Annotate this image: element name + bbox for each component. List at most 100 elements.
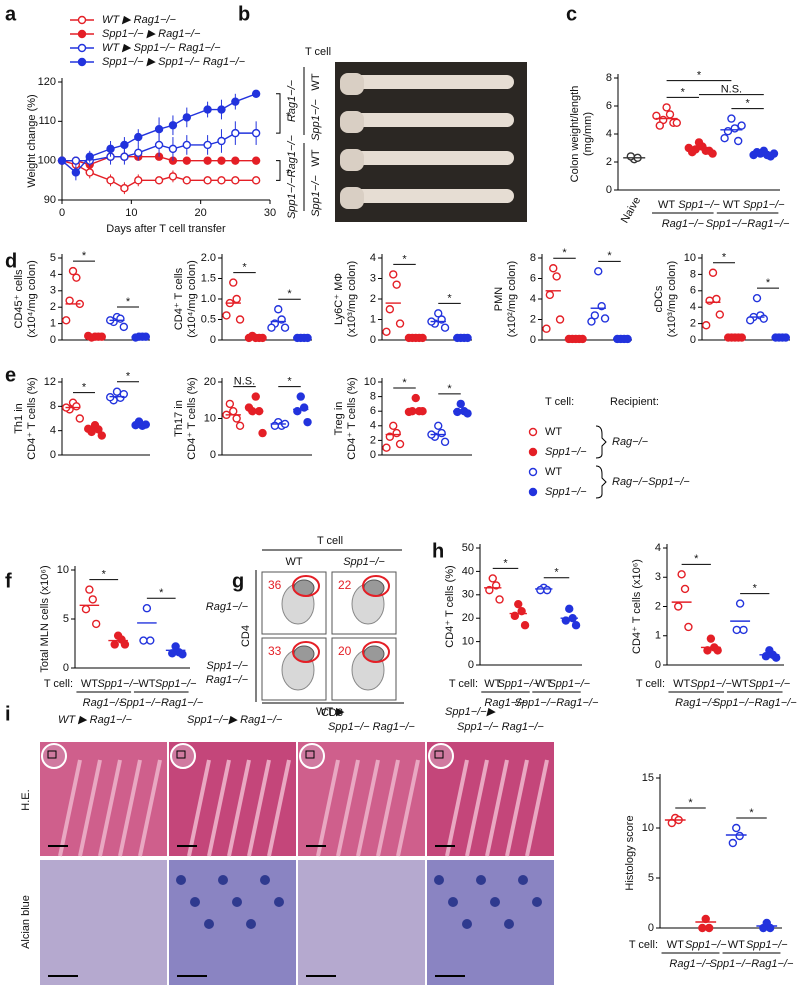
data-point — [552, 272, 561, 281]
y-tick-label: 2.0 — [201, 252, 216, 264]
legend-marker — [528, 427, 538, 437]
data-point — [626, 152, 635, 161]
data-point — [251, 128, 261, 138]
row-label: Rag1−/− — [206, 674, 249, 686]
row-label: T cell: — [44, 678, 73, 690]
x-tick-label: Spp1−/− — [548, 678, 590, 690]
data-point — [119, 322, 129, 332]
y-axis-label: Th1 in — [13, 403, 25, 434]
legend-label: Spp1−/− — [545, 486, 587, 498]
y-tick-label: 4 — [50, 268, 56, 280]
x-tick-label: Naive — [619, 195, 643, 225]
data-point — [91, 619, 101, 629]
y-tick-label: 20 — [462, 612, 474, 624]
goblet-cell — [232, 897, 242, 907]
y-tick-label: 0 — [370, 449, 376, 461]
x-group-label: Spp1−/−Rag1−/− — [119, 697, 203, 709]
data-point — [61, 316, 71, 325]
y-axis-label: CD4⁺ T cells — [173, 267, 185, 330]
data-point — [75, 414, 85, 423]
x-tick-label: WT — [732, 678, 749, 690]
y-tick-label: 40 — [462, 565, 474, 577]
data-point — [389, 270, 398, 279]
significance-label: * — [82, 382, 87, 394]
legend-recipient: Rag−/− — [612, 436, 649, 448]
colon-tissue — [340, 111, 364, 133]
x-tick-label: Spp1−/− — [743, 199, 785, 211]
goblet-cell — [190, 897, 200, 907]
y-tick-label: 1 — [655, 630, 661, 642]
data-point — [110, 640, 119, 649]
panel-letter: a — [5, 3, 17, 25]
figure-header: T cell — [305, 46, 331, 58]
legend-label: WT — [545, 466, 562, 478]
data-point — [704, 923, 714, 933]
data-point — [182, 156, 192, 165]
legend-brace — [595, 425, 607, 459]
y-tick-label: 8 — [50, 400, 56, 412]
panel-letter: f — [5, 570, 12, 592]
significance-label: * — [242, 262, 247, 274]
x-group-label: Rag1−/− — [675, 697, 718, 709]
x-tick-label: WT — [728, 939, 745, 951]
data-point — [68, 266, 78, 276]
column-label: WT — [285, 556, 302, 568]
y-tick-label: 3 — [655, 571, 661, 583]
data-point — [217, 176, 226, 185]
significance-label: * — [681, 86, 686, 98]
y-tick-label: 10 — [204, 412, 216, 424]
y-tick-label: 2 — [50, 301, 56, 313]
y-tick-label: 0 — [210, 334, 216, 346]
tissue-fold — [98, 759, 122, 857]
legend-label: Spp1−/− ▶ Rag1−/− — [102, 28, 201, 40]
data-point — [120, 152, 129, 161]
significance-label: * — [722, 252, 727, 264]
legend-recipient: Rag−/−Spp1−/− — [612, 476, 690, 488]
x-group-label: Spp1−/−Rag1−/− — [515, 697, 599, 709]
inset — [41, 743, 67, 769]
tissue-fold — [187, 759, 211, 857]
y-tick-label: 2 — [606, 156, 612, 168]
data-point — [244, 403, 254, 412]
y-tick-label: 15 — [642, 772, 654, 784]
x-tick-label: WT — [723, 199, 740, 211]
legend-header: T cell: — [545, 396, 574, 408]
data-point — [720, 133, 729, 143]
data-point — [203, 156, 212, 165]
significance-label: N.S. — [721, 84, 742, 96]
data-point — [752, 293, 762, 303]
data-point — [737, 121, 746, 130]
y-tick-label: 4 — [606, 128, 612, 140]
data-point — [97, 431, 107, 440]
data-point — [395, 439, 405, 449]
data-point — [85, 152, 94, 161]
y-axis-label: (x10²/mg colon) — [506, 261, 518, 337]
legend-marker — [528, 447, 538, 457]
goblet-cell — [504, 919, 514, 929]
y-axis-label: CD4⁺ T cells (%) — [26, 377, 38, 459]
tissue-fold — [227, 759, 251, 857]
y-tick-label: 4 — [370, 252, 376, 264]
significance-label: * — [694, 553, 699, 565]
panel-letter: h — [432, 540, 444, 562]
y-axis-label: Th17 in — [173, 400, 185, 437]
goblet-cell — [434, 875, 444, 885]
data-point — [520, 621, 530, 630]
donor-label: Spp1−/− — [310, 99, 322, 141]
legend-label: Spp1−/− — [545, 446, 587, 458]
significance-label: * — [562, 247, 567, 259]
data-point — [746, 316, 755, 325]
y-tick-label: 50 — [462, 542, 474, 554]
y-axis-label: Colon weight/length — [569, 86, 581, 183]
data-point — [437, 428, 446, 438]
data-point — [71, 156, 81, 165]
data-point — [274, 305, 283, 314]
data-point — [674, 602, 683, 611]
colon-tissue — [346, 151, 514, 165]
data-point — [706, 634, 716, 643]
x-tick-label: WT — [658, 199, 675, 211]
data-point — [382, 327, 391, 336]
significance-label: * — [753, 582, 758, 594]
y-tick-label: 2 — [370, 434, 376, 446]
